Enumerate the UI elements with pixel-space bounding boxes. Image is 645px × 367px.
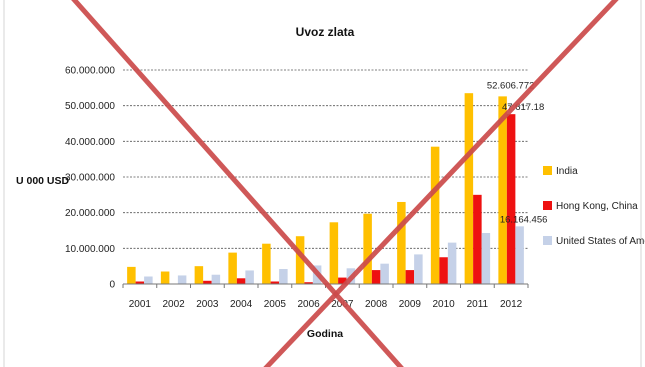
- bar: [194, 266, 204, 284]
- overlay-line: [263, 0, 619, 367]
- y-tick-label: 0: [109, 280, 115, 291]
- gridlines: [123, 69, 528, 249]
- bar: [414, 254, 423, 284]
- bar: [160, 271, 170, 284]
- bar: [279, 269, 288, 284]
- bar: [135, 281, 145, 284]
- y-tick-label: 60.000.000: [65, 66, 115, 77]
- x-tick-label: 2006: [298, 299, 321, 310]
- x-tick-label: 2003: [196, 299, 219, 310]
- bar: [430, 146, 440, 284]
- legend-label: United States of America: [556, 236, 645, 247]
- legend-swatch: [543, 236, 552, 245]
- data-label: 52.606.772: [487, 80, 535, 91]
- bar: [473, 194, 482, 284]
- bar: [371, 270, 381, 284]
- data-label: 47.617.18: [502, 102, 544, 113]
- bar: [464, 93, 474, 284]
- bar: [380, 263, 389, 284]
- bar: [481, 232, 491, 284]
- legend-swatch: [543, 201, 552, 210]
- bar: [203, 280, 212, 284]
- y-axis-label: U 000 USD: [16, 175, 70, 187]
- bar: [405, 270, 415, 284]
- bar: [498, 96, 507, 285]
- legend: India Hong Kong, China United States of Am…: [543, 166, 645, 247]
- data-labels: 52.606.772 47.617.18 16.164.456: [487, 80, 548, 225]
- x-tick-label: 2005: [264, 299, 287, 310]
- bar: [338, 277, 347, 284]
- legend-label: India: [556, 166, 578, 177]
- legend-label: Hong Kong, China: [556, 201, 638, 212]
- x-tick-label: 2002: [163, 299, 186, 310]
- y-tick-label: 10.000.000: [65, 244, 115, 255]
- bar: [236, 278, 246, 284]
- x-tick-label: 2008: [365, 299, 388, 310]
- bar: [363, 213, 372, 284]
- bar: [245, 270, 254, 284]
- bar: [506, 114, 516, 284]
- bar: [270, 281, 280, 284]
- bar: [177, 275, 187, 284]
- y-tick-label: 20.000.000: [65, 208, 115, 219]
- bar: [304, 282, 313, 284]
- bar: [329, 222, 339, 284]
- chart-title: Uvoz zlata: [296, 25, 355, 39]
- bars: [127, 93, 524, 285]
- x-tick-label: 2004: [230, 299, 253, 310]
- x-tick-label: 2012: [500, 299, 523, 310]
- bar: [515, 226, 524, 284]
- overlay-line: [71, 0, 404, 367]
- x-tick-label: 2001: [129, 299, 152, 310]
- data-label: 16.164.456: [500, 214, 548, 225]
- red-x-overlay: [71, 0, 619, 367]
- bar: [397, 201, 406, 284]
- bar: [228, 252, 237, 284]
- bar: [127, 266, 136, 284]
- bar: [211, 274, 221, 284]
- legend-swatch: [543, 166, 552, 175]
- x-axis-label: Godina: [307, 328, 343, 340]
- y-tick-label: 30.000.000: [65, 173, 115, 184]
- bar: [439, 257, 448, 284]
- bar: [262, 243, 271, 284]
- x-tick-label: 2010: [433, 299, 456, 310]
- y-tick-label: 40.000.000: [65, 137, 115, 148]
- y-tick-label: 50.000.000: [65, 101, 115, 112]
- x-tick-label: 2011: [467, 299, 489, 310]
- bar: [144, 276, 153, 284]
- bar: [447, 242, 457, 284]
- bar: [295, 236, 305, 284]
- x-tick-label: 2009: [399, 299, 422, 310]
